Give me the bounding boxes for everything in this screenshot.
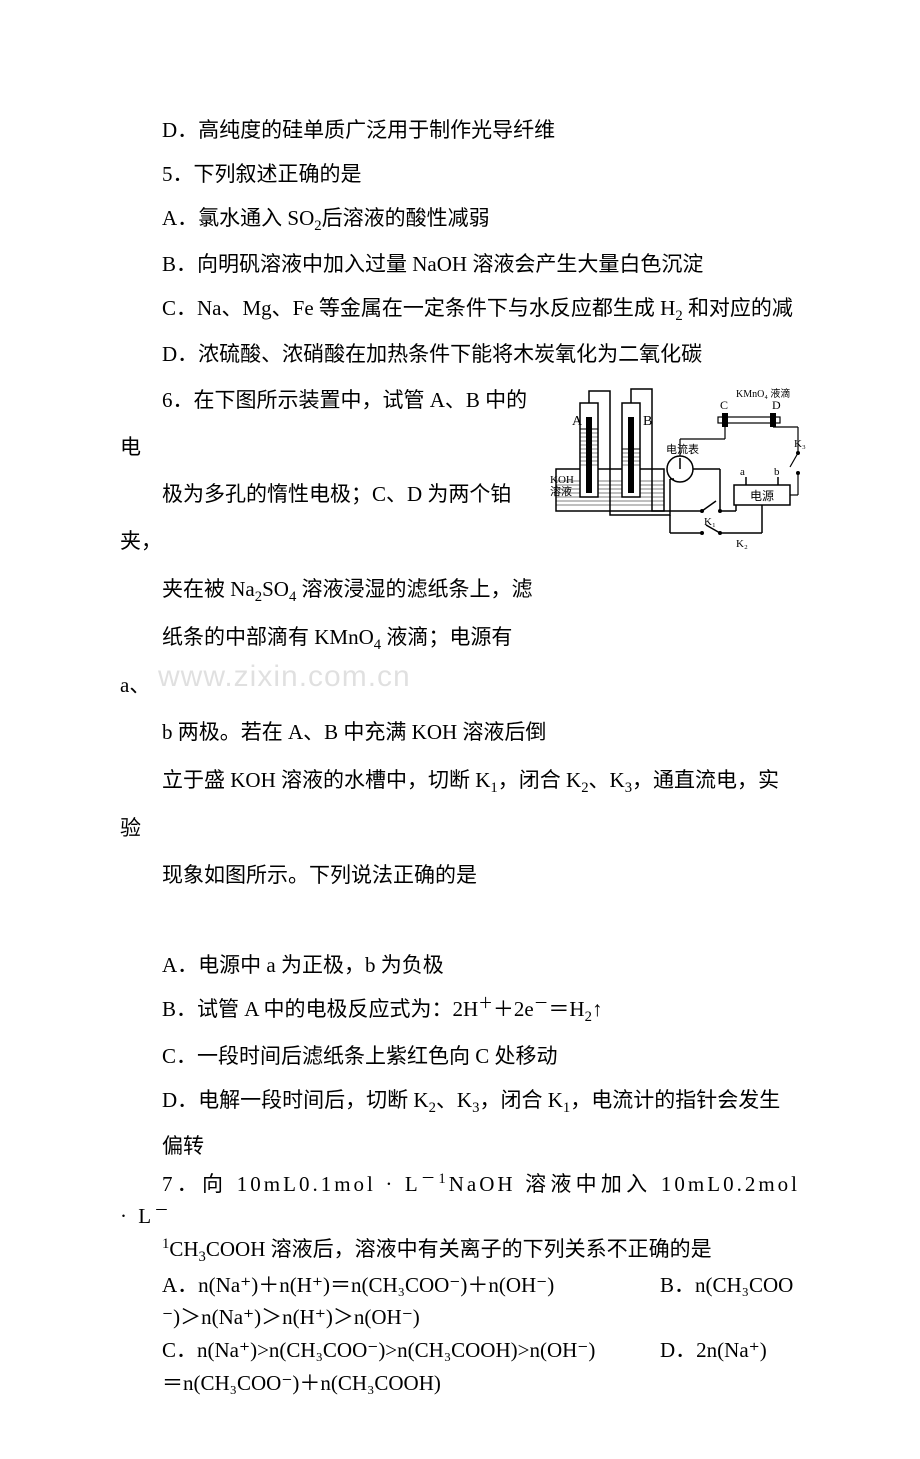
q7-option-a: A．n(Na⁺)＋n(H⁺)＝n(CH₃COO⁻)＋n(OH⁻)	[120, 1269, 660, 1302]
q5-option-b: B．向明矾溶液中加入过量 NaOH 溶液会产生大量白色沉淀	[120, 242, 800, 286]
subscript: 2	[314, 218, 321, 234]
q7-option-d-part1: D．2n(Na⁺)	[660, 1334, 800, 1367]
text: ，电流计的指针会发生	[570, 1088, 780, 1112]
q6-block: 6．在下图所示装置中，试管 A、B 中的电 极为多孔的惰性电极；C、D 为两个铂…	[120, 377, 800, 900]
text: 立于盛 KOH 溶液的水槽中，切断 K	[162, 768, 490, 792]
text: SO	[262, 577, 289, 601]
q6-option-d-line2: 偏转	[120, 1124, 800, 1168]
q6-line4: 纸条的中部滴有 KMnO4 液滴；电源有 a、	[120, 614, 800, 710]
text: 、K	[589, 768, 625, 792]
label-k1: K₁	[704, 516, 716, 528]
q6-line5: b 两极。若在 A、B 中充满 KOH 溶液后倒	[120, 709, 800, 756]
text: 溶液浸湿的滤纸条上，滤	[296, 577, 532, 601]
label-k2: K₂	[736, 538, 748, 550]
superscript: －1	[421, 1171, 449, 1187]
label-b-terminal: b	[774, 466, 780, 478]
q7-row-ab: A．n(Na⁺)＋n(H⁺)＝n(CH₃COO⁻)＋n(OH⁻) B．n(CH₃…	[120, 1269, 800, 1302]
text: ，闭合 K	[479, 1088, 562, 1112]
text: ↑	[592, 997, 603, 1021]
q7-option-b-part1: B．n(CH₃COO	[660, 1269, 800, 1302]
q7-row-cd: C．n(Na⁺)>n(CH₃COO⁻)>n(CH₃COOH)>n(OH⁻) D．…	[120, 1334, 800, 1367]
subscript: 3	[625, 780, 632, 796]
q5-option-a: A．氯水通入 SO2后溶液的酸性减弱	[120, 196, 800, 242]
label-c: C	[720, 398, 728, 412]
q6-option-c: C．一段时间后滤纸条上紫红色向 C 处移动	[120, 1034, 800, 1078]
text: ＝H	[548, 997, 584, 1021]
text: ＋2e	[493, 997, 534, 1021]
spacer	[120, 899, 800, 943]
q7-stem-line2: 1CH3COOH 溶液后，溶液中有关离子的下列关系不正确的是	[120, 1233, 800, 1269]
q5-stem: 5．下列叙述正确的是	[120, 152, 800, 196]
text: D．电解一段时间后，切断 K	[162, 1088, 429, 1112]
text: 和对应的减	[683, 296, 793, 320]
q6-option-d-line1: D．电解一段时间后，切断 K2、K3，闭合 K1，电流计的指针会发生	[120, 1078, 800, 1124]
text: 纸条的中部滴有 KMnO	[162, 625, 374, 649]
q6-line7: 现象如图所示。下列说法正确的是	[120, 852, 800, 899]
text: COOH 溶液后，溶液中有关离子的下列关系不正确的是	[206, 1237, 712, 1261]
text: 、K	[436, 1088, 472, 1112]
text: C．Na、Mg、Fe 等金属在一定条件下与水反应都生成 H	[162, 296, 675, 320]
text: 后溶液的酸性减弱	[322, 206, 490, 230]
q7-option-c: C．n(Na⁺)>n(CH₃COO⁻)>n(CH₃COOH)>n(OH⁻)	[120, 1334, 660, 1367]
q6-option-b: B．试管 A 中的电极反应式为：2H＋＋2e－＝H2↑	[120, 987, 800, 1033]
document-page: D．高纯度的硅单质广泛用于制作光导纤维 5．下列叙述正确的是 A．氯水通入 SO…	[0, 0, 920, 1459]
q6-option-a: A．电源中 a 为正极，b 为负极	[120, 943, 800, 987]
label-a: A	[572, 414, 583, 429]
superscript: －	[534, 996, 549, 1012]
text: ，闭合 K	[498, 768, 581, 792]
label-d: D	[772, 398, 781, 412]
superscript: －	[154, 1203, 172, 1219]
q5-option-c: C．Na、Mg、Fe 等金属在一定条件下与水反应都生成 H2 和对应的减	[120, 286, 800, 332]
subscript: 2	[581, 780, 588, 796]
subscript: 1	[490, 780, 497, 796]
q7-option-d-part2: ＝n(CH₃COO⁻)＋n(CH₃COOH)	[120, 1367, 800, 1400]
label-k3: K₃	[794, 438, 806, 450]
text: A．氯水通入 SO	[162, 206, 314, 230]
subscript: 4	[374, 637, 381, 653]
label-kmno4: KMnO₄ 液滴	[736, 387, 790, 400]
q7-block: 7．向 10mL0.1mol · L－1NaOH 溶液中加入 10mL0.2mo…	[120, 1168, 800, 1399]
label-meter: 电流表	[666, 442, 699, 456]
label-power: 电源	[750, 489, 774, 503]
text: 夹在被 Na	[162, 577, 255, 601]
q6-line3: 夹在被 Na2SO4 溶液浸湿的滤纸条上，滤	[120, 566, 800, 614]
subscript: 2	[255, 589, 262, 605]
q7-option-b-part2: ⁻)＞n(Na⁺)＞n(H⁺)＞n(OH⁻)	[120, 1301, 800, 1334]
option-d-prev: D．高纯度的硅单质广泛用于制作光导纤维	[120, 108, 800, 152]
q5-option-d: D．浓硫酸、浓硝酸在加热条件下能将木炭氧化为二氧化碳	[120, 332, 800, 376]
subscript: 2	[585, 1010, 592, 1026]
text: CH	[169, 1237, 198, 1261]
text: 7．向 10mL0.1mol · L	[162, 1172, 421, 1196]
q6-figure: A B KOH 溶液 电流表 K₁	[550, 383, 806, 565]
label-koh2: 溶液	[550, 484, 572, 498]
text: B．试管 A 中的电极反应式为：2H	[162, 997, 478, 1021]
label-koh: KOH	[550, 474, 574, 486]
q7-stem-line1: 7．向 10mL0.1mol · L－1NaOH 溶液中加入 10mL0.2mo…	[120, 1168, 800, 1233]
q6-line6: 立于盛 KOH 溶液的水槽中，切断 K1，闭合 K2、K3，通直流电，实验	[120, 757, 800, 853]
subscript: 2	[429, 1100, 436, 1116]
superscript: ＋	[478, 996, 493, 1012]
subscript: 2	[675, 309, 682, 325]
label-b: B	[643, 414, 652, 429]
subscript: 3	[199, 1249, 206, 1265]
label-a-terminal: a	[740, 466, 745, 478]
